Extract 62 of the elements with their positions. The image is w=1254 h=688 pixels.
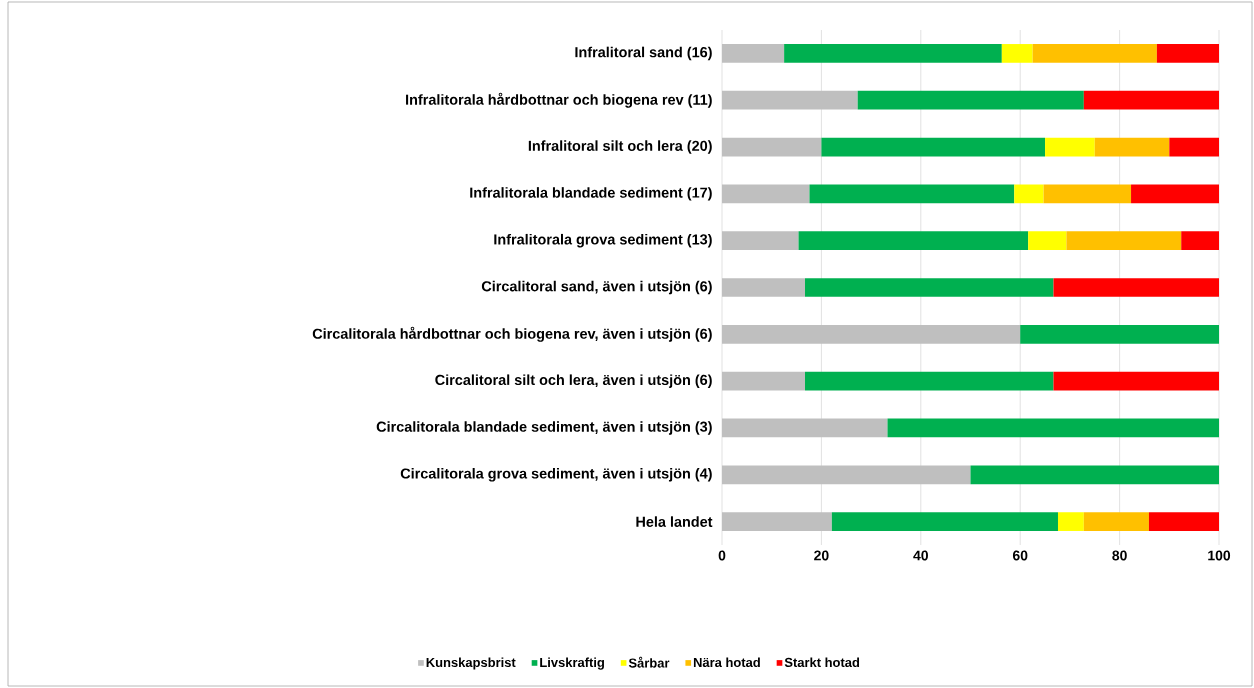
y-tick-label: Circalitorala grova sediment, även i utsjön (4) — [400, 468, 712, 482]
bar — [1001, 44, 1033, 63]
bar — [1057, 512, 1084, 531]
x-tick-label: 80 — [1112, 550, 1127, 561]
y-tick-label: Circalitorala hårdbottnar och biogena rev, även i utsjön (6) — [312, 326, 712, 342]
bar — [1169, 137, 1220, 157]
bar — [722, 278, 805, 297]
y-tick-label: Infralitoral sand (16) — [575, 46, 712, 61]
legend-label: Starkt hotad — [784, 657, 860, 668]
bar — [821, 137, 1046, 157]
y-tick-label: Infralitoral silt och lera (20) — [528, 140, 712, 154]
bar — [722, 418, 888, 438]
bar — [1094, 137, 1170, 157]
bar — [1053, 371, 1220, 391]
bar — [784, 44, 1002, 63]
bar — [970, 465, 1220, 485]
y-tick-label: Infralitorala grova sediment (13) — [494, 233, 712, 248]
y-tick-label: Circalitoral silt och lera, även i utsjön (6) — [435, 374, 712, 388]
bar — [805, 278, 1054, 297]
bar — [1043, 184, 1132, 204]
x-tick-label: 60 — [1012, 550, 1028, 561]
bar — [831, 512, 1058, 531]
y-tick-label: Circalitorala blandade sediment, även i utsjön (3) — [376, 421, 712, 435]
bar — [722, 44, 785, 63]
bar — [722, 184, 810, 204]
bar — [1053, 278, 1220, 297]
y-tick-label: Infralitorala blandade sediment (17) — [470, 187, 712, 201]
bar — [722, 512, 832, 531]
y-tick-label: Hela landet — [636, 516, 713, 527]
legend-label: Kunskapsbrist — [426, 657, 516, 670]
y-tick-label: Infralitorala hårdbottnar och biogena rev (11) — [406, 92, 712, 108]
x-tick-label: 40 — [913, 550, 928, 561]
bar — [1020, 324, 1220, 344]
bar — [1156, 44, 1220, 63]
legend-label: Sårbar — [628, 656, 670, 668]
bar — [857, 90, 1084, 110]
bar — [1014, 184, 1044, 204]
bar — [1066, 231, 1182, 251]
x-tick-label: 100 — [1208, 550, 1231, 561]
bar — [722, 371, 805, 391]
bar — [1181, 231, 1220, 251]
y-tick-label: Circalitoral sand, även i utsjön (6) — [481, 280, 712, 295]
bar — [1083, 90, 1220, 110]
legend-label: Livskraftig — [540, 657, 604, 670]
bar — [722, 90, 858, 110]
bar — [1131, 184, 1220, 204]
x-tick-label: 20 — [814, 550, 829, 561]
bar — [1148, 512, 1220, 531]
bar — [809, 184, 1015, 204]
bar — [887, 418, 1220, 438]
bar — [1083, 512, 1149, 531]
bar — [798, 231, 1029, 251]
bar — [1032, 44, 1157, 63]
bar — [722, 137, 822, 157]
bar — [1045, 137, 1095, 157]
bar — [805, 371, 1054, 391]
bar — [722, 231, 799, 251]
bar — [1028, 231, 1067, 251]
bar — [722, 465, 971, 485]
x-tick-label: 0 — [718, 550, 726, 561]
legend-label: Nära hotad — [693, 657, 760, 668]
bar — [722, 324, 1021, 344]
